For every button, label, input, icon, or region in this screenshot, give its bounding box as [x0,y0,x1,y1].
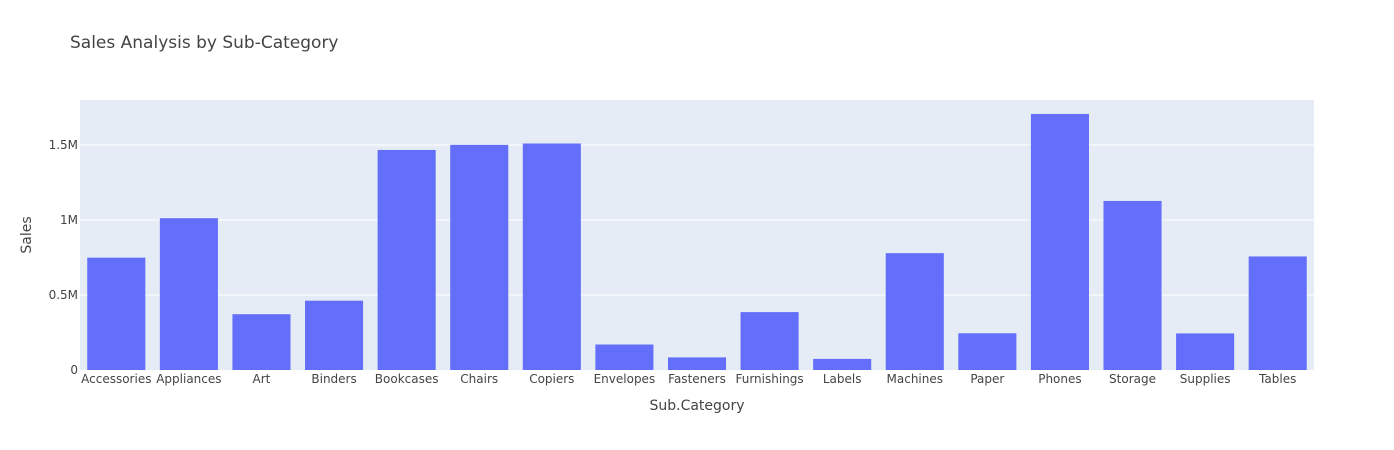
x-tick-label: Storage [1109,372,1156,386]
x-tick-label: Phones [1038,372,1081,386]
bar-binders[interactable] [305,300,364,370]
chart-title: Sales Analysis by Sub-Category [70,33,339,53]
bar-storage[interactable] [1103,200,1162,370]
y-tick-label: 1.5M [49,138,78,152]
x-tick-label: Envelopes [594,372,656,386]
x-tick-label: Paper [970,372,1004,386]
x-tick-label: Copiers [529,372,574,386]
y-axis-ticks: 0 0.5M 1M 1.5M [49,138,78,377]
bars [87,113,1307,371]
x-tick-label: Accessories [81,372,151,386]
x-tick-label: Chairs [460,372,498,386]
bar-paper[interactable] [958,333,1017,370]
y-tick-label: 0.5M [49,288,78,302]
x-tick-label: Bookcases [375,372,439,386]
x-tick-label: Labels [823,372,862,386]
x-tick-label: Machines [887,372,943,386]
bar-appliances[interactable] [159,218,218,370]
bar-chairs[interactable] [450,144,509,370]
bar-accessories[interactable] [87,257,146,370]
bar-copiers[interactable] [522,143,581,371]
bar-art[interactable] [232,314,291,370]
bar-tables[interactable] [1248,256,1307,370]
x-tick-label: Fasteners [668,372,726,386]
bar-bookcases[interactable] [377,149,436,370]
x-tick-label: Binders [311,372,356,386]
bar-machines[interactable] [885,253,944,370]
bar-supplies[interactable] [1176,333,1235,370]
bar-furnishings[interactable] [740,312,799,370]
x-axis-title: Sub.Category [649,398,744,414]
x-tick-label: Furnishings [735,372,803,386]
y-tick-label: 0 [70,363,78,377]
x-tick-label: Tables [1258,372,1296,386]
y-tick-label: 1M [60,213,78,227]
x-axis-ticks: Accessories Appliances Art Binders Bookcases… [81,372,1296,386]
bar-envelopes[interactable] [595,344,654,371]
bar-phones[interactable] [1030,113,1089,370]
x-tick-label: Supplies [1180,372,1231,386]
bar-fasteners[interactable] [667,357,727,370]
y-axis-title: Sales [19,216,35,253]
bar-labels[interactable] [813,358,872,370]
x-tick-label: Appliances [156,372,221,386]
x-tick-label: Art [253,372,271,386]
